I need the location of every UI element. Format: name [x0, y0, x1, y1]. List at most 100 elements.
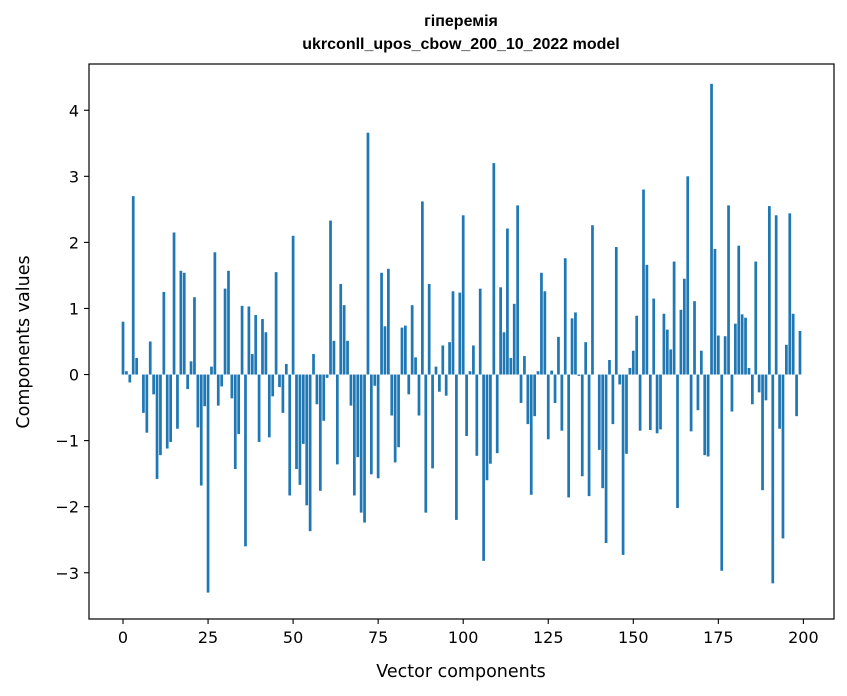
- bar: [121, 321, 125, 375]
- plot-frame: [88, 63, 835, 620]
- bar: [414, 357, 417, 375]
- bar: [733, 323, 737, 375]
- bar: [485, 374, 489, 481]
- bar: [387, 268, 390, 375]
- bar: [169, 374, 172, 442]
- x-tick-label: 0: [118, 628, 128, 647]
- bars-group: [121, 83, 802, 593]
- bar: [458, 292, 462, 375]
- x-tick-label: 150: [618, 628, 649, 647]
- bar: [669, 349, 673, 375]
- bar: [373, 374, 377, 386]
- bar: [257, 374, 261, 442]
- bar: [176, 374, 179, 429]
- bar: [193, 297, 196, 375]
- bar: [764, 374, 768, 401]
- bar: [744, 317, 747, 375]
- bar: [631, 350, 635, 375]
- bar: [540, 272, 543, 375]
- bar: [652, 298, 656, 375]
- bar: [642, 189, 645, 375]
- bar: [135, 358, 138, 375]
- bar: [621, 374, 625, 555]
- bar: [529, 374, 533, 495]
- bar: [703, 374, 707, 456]
- bar: [584, 342, 588, 375]
- y-tick-label: 2: [69, 233, 79, 252]
- bar: [359, 374, 363, 513]
- bar: [172, 232, 176, 375]
- y-axis-label: Components values: [14, 255, 34, 428]
- bar: [628, 367, 632, 375]
- bar: [165, 374, 169, 449]
- bar: [608, 360, 611, 375]
- bar: [788, 213, 792, 375]
- bar: [404, 325, 407, 375]
- bar: [284, 363, 288, 375]
- y-tick-label: −3: [55, 564, 79, 583]
- bar: [706, 374, 710, 457]
- bar: [383, 326, 387, 375]
- bar: [723, 336, 727, 375]
- bar: [648, 374, 652, 431]
- bar: [305, 374, 309, 506]
- bar: [352, 374, 356, 496]
- y-tick-label: 4: [69, 101, 79, 120]
- bar: [148, 341, 152, 375]
- bar: [727, 205, 730, 375]
- bar: [182, 272, 186, 375]
- bar: [478, 288, 482, 375]
- bar: [499, 287, 502, 375]
- bar: [791, 313, 795, 375]
- bar: [798, 330, 802, 375]
- bar: [536, 371, 540, 375]
- bar: [216, 374, 220, 406]
- bar: [475, 374, 479, 456]
- y-tick-label: 3: [69, 167, 79, 186]
- bar: [465, 374, 468, 436]
- bar: [410, 305, 414, 375]
- bar: [757, 374, 761, 393]
- bar: [557, 336, 560, 375]
- bar: [213, 252, 217, 375]
- bar: [366, 132, 370, 375]
- bar: [509, 358, 513, 375]
- bar: [676, 374, 679, 508]
- bar: [533, 374, 536, 417]
- bar: [369, 374, 373, 475]
- bar: [142, 374, 145, 413]
- bar: [781, 374, 785, 539]
- bar: [267, 374, 271, 438]
- x-tick-label: 175: [703, 628, 734, 647]
- bar: [159, 374, 162, 456]
- bar: [689, 374, 693, 432]
- bar: [295, 374, 298, 470]
- bar: [730, 374, 734, 412]
- bar: [424, 374, 428, 513]
- bar: [737, 245, 741, 375]
- bar: [740, 314, 744, 375]
- bar: [427, 284, 431, 375]
- bar: [655, 374, 659, 434]
- bar: [795, 374, 798, 417]
- bar: [716, 335, 720, 375]
- bar: [298, 374, 302, 485]
- bar: [604, 374, 608, 544]
- bar: [455, 374, 458, 520]
- bar: [325, 374, 329, 378]
- bar: [196, 374, 200, 428]
- bar: [448, 342, 451, 375]
- bar: [342, 305, 346, 375]
- bar: [434, 366, 438, 375]
- bar: [278, 374, 281, 388]
- bar: [720, 374, 724, 571]
- bar: [417, 374, 421, 416]
- bar: [546, 374, 550, 440]
- bar: [611, 374, 615, 425]
- x-tick-label: 75: [368, 628, 388, 647]
- bar: [768, 206, 771, 375]
- bar: [597, 374, 601, 450]
- bar: [543, 291, 547, 375]
- bar: [223, 288, 227, 375]
